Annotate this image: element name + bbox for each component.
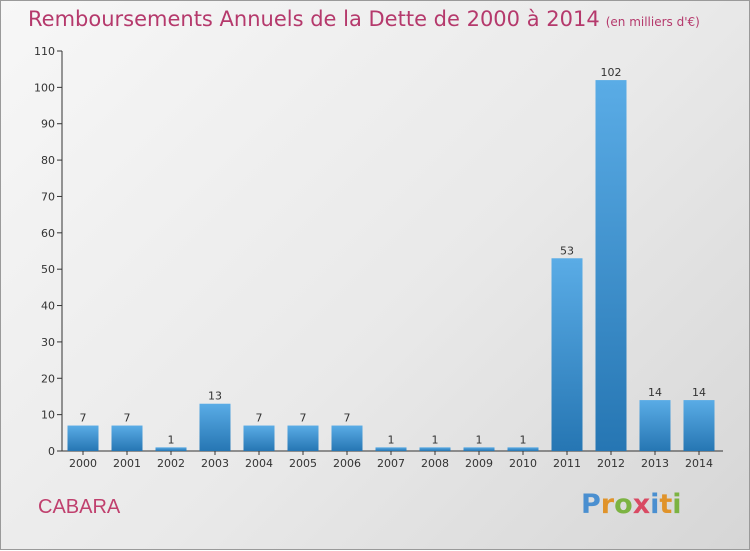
- logo-letter: P: [581, 489, 601, 520]
- y-tick-label: 100: [34, 81, 55, 94]
- data-label: 1: [520, 433, 527, 446]
- y-tick-label: 80: [41, 154, 55, 167]
- chart-title: Remboursements Annuels de la Dette de 20…: [28, 7, 700, 31]
- x-tick-label: 2003: [201, 457, 229, 470]
- bar: [199, 403, 231, 451]
- x-tick-label: 2001: [113, 457, 141, 470]
- data-label: 7: [80, 412, 87, 425]
- bar: [595, 80, 627, 451]
- x-tick-label: 2009: [465, 457, 493, 470]
- x-tick-label: 2004: [245, 457, 273, 470]
- y-tick-label: 90: [41, 118, 55, 131]
- data-label: 1: [388, 433, 395, 446]
- logo-letter: t: [659, 489, 673, 520]
- data-label: 1: [168, 433, 175, 446]
- logo-letter: x: [632, 489, 651, 520]
- y-tick-label: 0: [48, 445, 55, 458]
- data-label: 7: [300, 412, 307, 425]
- data-label: 14: [648, 386, 662, 399]
- bar: [507, 447, 539, 451]
- logo-letter: r: [600, 489, 615, 520]
- y-tick-label: 20: [41, 372, 55, 385]
- y-tick-label: 10: [41, 409, 55, 422]
- logo-letter: i: [650, 489, 660, 520]
- x-tick-label: 2005: [289, 457, 317, 470]
- y-tick-label: 30: [41, 336, 55, 349]
- y-tick-label: 60: [41, 227, 55, 240]
- x-tick-label: 2008: [421, 457, 449, 470]
- y-tick-label: 50: [41, 263, 55, 276]
- y-tick-label: 70: [41, 190, 55, 203]
- data-label: 7: [256, 412, 263, 425]
- x-tick-label: 2010: [509, 457, 537, 470]
- y-tick-label: 40: [41, 300, 55, 313]
- logo-letter: i: [672, 489, 682, 520]
- bar: [419, 447, 451, 451]
- data-label: 53: [560, 244, 574, 257]
- data-label: 1: [432, 433, 439, 446]
- x-tick-label: 2013: [641, 457, 669, 470]
- commune-name: CABARA: [38, 496, 121, 518]
- data-label: 13: [208, 390, 222, 403]
- bar: [639, 400, 671, 451]
- x-tick-label: 2000: [69, 457, 97, 470]
- unit-label: (en milliers d'€): [605, 15, 700, 29]
- proxiti-logo: Proxiti: [581, 489, 682, 520]
- data-label: 14: [692, 386, 706, 399]
- bar: [287, 425, 319, 451]
- x-tick-label: 2011: [553, 457, 581, 470]
- bar: [67, 425, 99, 451]
- y-tick-label: 110: [34, 45, 55, 58]
- logo-letter: o: [614, 489, 633, 520]
- bar: [375, 447, 407, 451]
- x-tick-label: 2012: [597, 457, 625, 470]
- bar: [331, 425, 363, 451]
- x-tick-label: 2007: [377, 457, 405, 470]
- bar: [243, 425, 275, 451]
- title-text: Remboursements Annuels de la Dette de 20…: [28, 7, 600, 31]
- bar: [111, 425, 143, 451]
- bar: [155, 447, 187, 451]
- bar: [463, 447, 495, 451]
- data-label: 7: [344, 412, 351, 425]
- x-tick-label: 2006: [333, 457, 361, 470]
- data-label: 1: [476, 433, 483, 446]
- data-label: 7: [124, 412, 131, 425]
- bar: [551, 258, 583, 451]
- bar: [683, 400, 715, 451]
- x-tick-label: 2002: [157, 457, 185, 470]
- data-label: 102: [601, 66, 622, 79]
- x-tick-label: 2014: [685, 457, 713, 470]
